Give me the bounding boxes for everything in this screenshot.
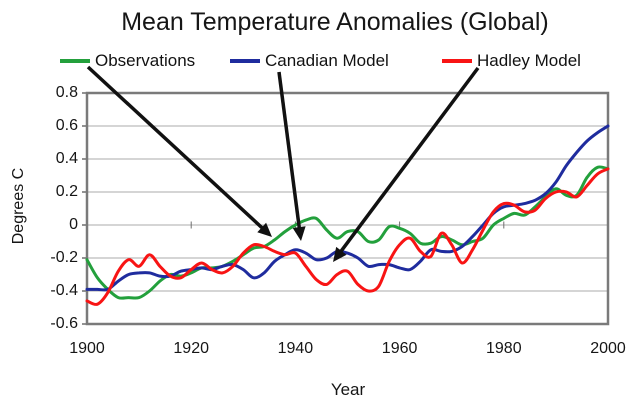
legend-item-hadley-model: Hadley Model [442, 52, 581, 69]
y-tick-label: 0.6 [55, 117, 78, 134]
plot-area-border [85, 91, 610, 326]
x-tick-label: 1940 [277, 340, 314, 357]
annotation-arrowhead [292, 226, 306, 241]
y-tick-label: -0.2 [50, 249, 78, 266]
annotation-arrowhead [333, 246, 347, 262]
chart-title: Mean Temperature Anomalies (Global) [121, 8, 549, 36]
y-tick-label: 0 [69, 216, 78, 233]
legend-label-observations: Observations [95, 51, 196, 70]
legend-label-hadley-model: Hadley Model [477, 51, 581, 70]
y-tick-label: 0.2 [55, 183, 78, 200]
legend-label-canadian-model: Canadian Model [265, 51, 389, 70]
y-tick-label: 0.4 [55, 150, 78, 167]
y-tick-label: 0.8 [55, 84, 78, 101]
x-tick-label: 2000 [590, 340, 626, 357]
x-tick-label: 1960 [381, 340, 418, 357]
annotation-arrowhead [257, 222, 272, 237]
annotation-arrow-line [86, 65, 266, 231]
annotation-arrow-line [277, 71, 302, 231]
series-line-observations [85, 165, 610, 300]
y-tick-label: -0.4 [50, 282, 78, 299]
hadley-model-line-swatch [442, 58, 472, 63]
x-tick-label: 1900 [69, 340, 105, 357]
x-axis-label: Year [330, 380, 366, 399]
series-line-canadian-model [85, 124, 610, 292]
observations-line-swatch [60, 58, 90, 63]
canadian-model-line-swatch [230, 58, 260, 63]
series-line-hadley-model [85, 167, 610, 306]
legend-item-observations: Observations [60, 52, 195, 69]
annotation-arrow-line [338, 66, 480, 255]
y-axis-label: Degrees C [10, 167, 27, 245]
y-tick-label: -0.6 [50, 315, 78, 332]
x-tick-label: 1920 [173, 340, 209, 357]
legend-item-canadian-model: Canadian Model [230, 52, 389, 69]
x-tick-label: 1980 [486, 340, 522, 357]
